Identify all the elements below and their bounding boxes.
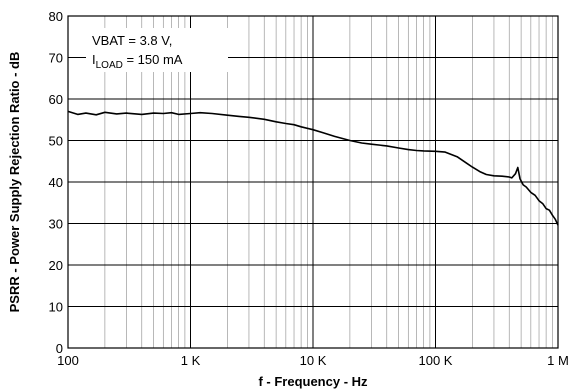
annotation-box: VBAT = 3.8 V, ILOAD = 150 mA (86, 28, 228, 72)
annotation-line-1: VBAT = 3.8 V, (92, 33, 172, 48)
x-tick-labels: 100 1 K 10 K 100 K 1 M (57, 353, 569, 368)
annotation-line-2: ILOAD = 150 mA (92, 52, 183, 71)
psrr-series-line (67, 110, 559, 226)
y-tick-label: 50 (49, 134, 63, 149)
y-tick-label: 10 (49, 300, 63, 315)
plot-frame (67, 15, 559, 349)
y-tick-label: 70 (49, 51, 63, 66)
y-tick-label: 20 (49, 258, 63, 273)
y-axis-title: PSRR - Power Supply Rejection Ratio - dB (7, 52, 22, 313)
x-tick-label: 10 K (300, 353, 327, 368)
y-tick-label: 80 (49, 9, 63, 24)
series-group (67, 110, 559, 226)
y-tick-label: 0 (56, 341, 63, 356)
y-tick-label: 30 (49, 217, 63, 232)
x-tick-label: 1 K (181, 353, 201, 368)
x-tick-label: 1 M (547, 353, 569, 368)
x-tick-label: 100 (57, 353, 79, 368)
y-tick-label: 60 (49, 92, 63, 107)
x-axis-title: f - Frequency - Hz (258, 374, 368, 389)
y-tick-label: 40 (49, 175, 63, 190)
x-tick-label: 100 K (419, 353, 453, 368)
y-tick-labels: 0 10 20 30 40 50 60 70 80 (49, 9, 63, 356)
